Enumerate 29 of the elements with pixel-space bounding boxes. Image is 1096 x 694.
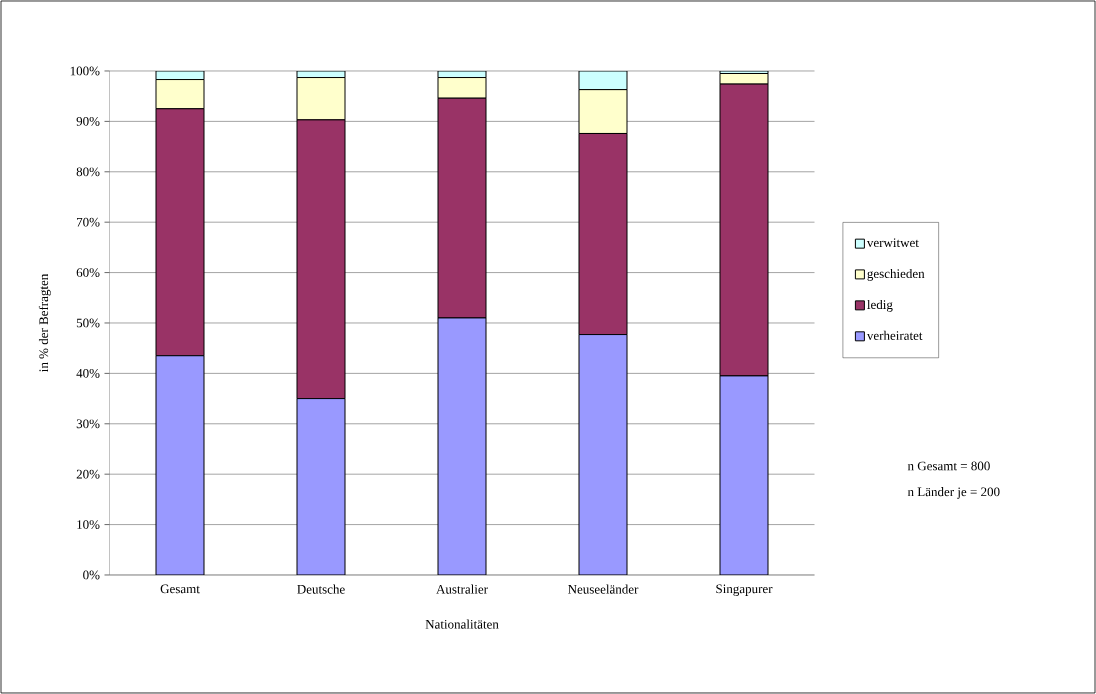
x-axis-title: Nationalitäten (425, 619, 499, 629)
x-tick-label: Singapurer (716, 584, 773, 596)
y-tick-label: 30% (76, 419, 100, 429)
bar (719, 375, 769, 575)
text: n Länder je = 200 (907, 487, 1000, 499)
y-tick-label: 50% (76, 318, 100, 328)
legend-label: verwitwet (866, 238, 919, 248)
bar (578, 334, 628, 575)
bar (437, 317, 487, 575)
y-tick-label: 70% (77, 217, 100, 227)
y-tick-label: 10% (77, 520, 100, 529)
y-tick-label: 40% (76, 368, 100, 378)
y-tick-label: 90% (76, 116, 100, 126)
y-tick-label: 60% (76, 268, 100, 277)
x-tick-label: Gesamt (160, 584, 200, 594)
text: n Gesamt = 800 (907, 461, 990, 471)
x-tick-label: Deutsche (297, 584, 345, 594)
x-tick-label: Neuseeländer (568, 584, 639, 594)
y-tick-label: 80% (76, 167, 100, 177)
y-tick-label: 0% (83, 570, 100, 580)
legend-label: geschieden (867, 268, 925, 281)
legend-label: ledig (867, 299, 893, 312)
bar (296, 398, 346, 575)
y-axis-title: in % der Befragten (38, 273, 51, 372)
bar (155, 355, 205, 575)
x-tick-label: Australier (436, 584, 488, 594)
y-tick-label: 100% (70, 66, 100, 76)
y-tick-label: 20% (76, 469, 100, 479)
legend-label: verheiratet (866, 330, 923, 340)
